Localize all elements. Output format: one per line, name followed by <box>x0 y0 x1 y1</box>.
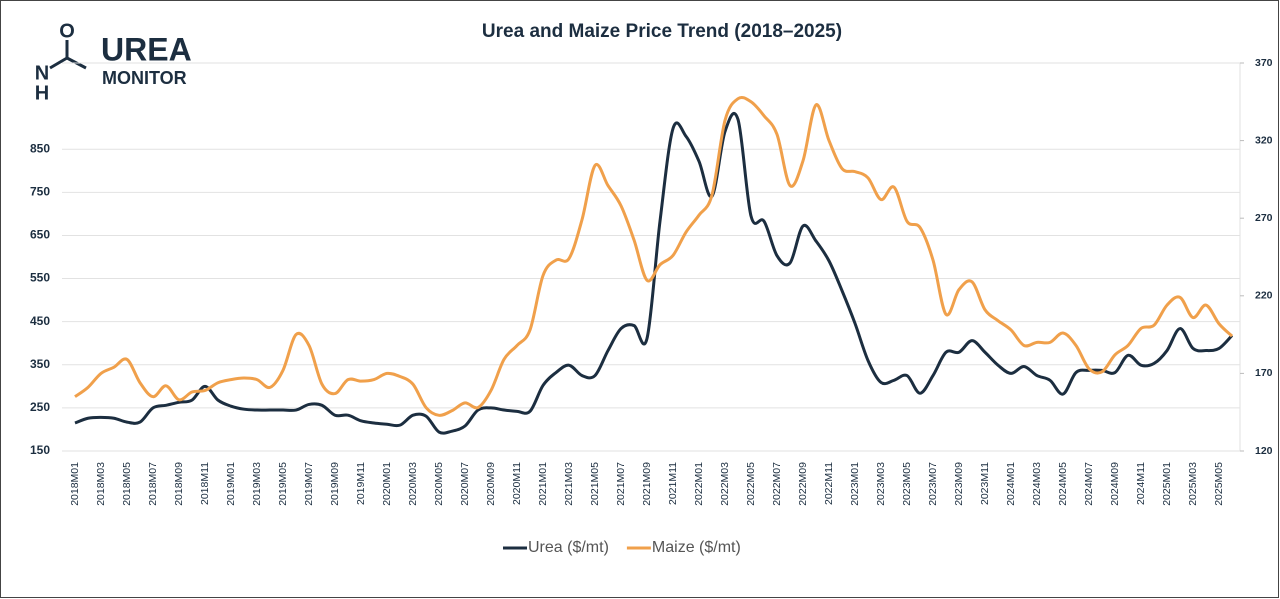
x-tick-label: 2022M05 <box>745 462 757 506</box>
y-tick-label: 750 <box>30 185 50 199</box>
y2-tick-label: 170 <box>1255 367 1273 379</box>
x-tick-label: 2022M07 <box>771 462 783 506</box>
y2-tick-label: 220 <box>1255 290 1273 302</box>
x-tick-label: 2021M05 <box>589 462 601 506</box>
chart-title: Urea and Maize Price Trend (2018–2025) <box>482 21 842 42</box>
legend-label: Urea ($/mt) <box>528 539 609 556</box>
x-tick-label: 2020M01 <box>381 462 393 506</box>
y2-tick-label: 370 <box>1255 57 1273 69</box>
logo-bond <box>49 56 68 70</box>
y-tick-label: 850 <box>30 141 50 155</box>
x-tick-label: 2023M07 <box>927 462 939 506</box>
x-tick-label: 2020M07 <box>459 462 471 506</box>
x-tick-label: 2021M01 <box>537 462 549 506</box>
x-tick-label: 2018M01 <box>69 462 81 506</box>
y-tick-label: 150 <box>30 443 50 457</box>
x-tick-label: 2024M01 <box>1005 462 1017 506</box>
x-tick-label: 2025M05 <box>1213 462 1225 506</box>
logo-atom: O <box>59 20 75 42</box>
y-tick-label: 350 <box>30 357 50 371</box>
x-tick-label: 2019M07 <box>303 462 315 506</box>
x-tick-label: 2024M05 <box>1057 462 1069 506</box>
logo-title: UREA <box>101 31 192 67</box>
x-tick-label: 2023M01 <box>849 462 861 506</box>
x-tick-label: 2021M11 <box>667 462 679 505</box>
x-tick-label: 2025M01 <box>1161 462 1173 506</box>
x-tick-label: 2022M01 <box>693 462 705 506</box>
y-tick-label: 450 <box>30 314 50 328</box>
x-tick-label: 2021M09 <box>641 462 653 506</box>
x-tick-label: 2022M09 <box>797 462 809 506</box>
logo-subtitle: MONITOR <box>102 68 187 88</box>
series-line <box>74 95 1234 417</box>
x-tick-label: 2022M11 <box>823 462 835 505</box>
x-tick-label: 2023M03 <box>875 462 887 506</box>
x-tick-label: 2020M05 <box>433 462 445 506</box>
x-tick-label: 2025M03 <box>1187 462 1199 506</box>
x-tick-label: 2023M09 <box>953 462 965 506</box>
x-tick-label: 2018M09 <box>173 462 185 506</box>
x-tick-label: 2019M05 <box>277 462 289 506</box>
x-tick-label: 2024M09 <box>1109 462 1121 506</box>
x-tick-label: 2021M03 <box>563 462 575 506</box>
logo: O N H UREA MONITOR <box>35 20 192 104</box>
y-tick-label: 250 <box>30 400 50 414</box>
x-tick-label: 2018M05 <box>121 462 133 506</box>
x-tick-label: 2023M05 <box>901 462 913 506</box>
y2-tick-label: 120 <box>1255 445 1273 457</box>
y2-tick-label: 320 <box>1255 134 1273 146</box>
x-tick-label: 2018M07 <box>147 462 159 506</box>
x-tick-label: 2020M09 <box>485 462 497 506</box>
y-tick-label: 650 <box>30 228 50 242</box>
x-tick-label: 2020M03 <box>407 462 419 506</box>
x-tick-label: 2021M07 <box>615 462 627 506</box>
x-tick-label: 2018M11 <box>199 462 211 505</box>
x-tick-label: 2024M07 <box>1083 462 1095 506</box>
x-tick-label: 2022M03 <box>719 462 731 506</box>
x-tick-label: 2024M03 <box>1031 462 1043 506</box>
y2-tick-label: 270 <box>1255 212 1273 224</box>
x-tick-label: 2019M03 <box>251 462 263 506</box>
x-tick-label: 2019M09 <box>329 462 341 506</box>
x-tick-label: 2023M11 <box>979 462 991 505</box>
series-line <box>74 112 1234 435</box>
y-tick-label: 550 <box>30 271 50 285</box>
x-tick-label: 2020M11 <box>511 462 523 505</box>
x-tick-label: 2019M11 <box>355 462 367 505</box>
x-tick-label: 2018M03 <box>95 462 107 506</box>
x-tick-label: 2024M11 <box>1135 462 1147 505</box>
logo-atom: N <box>35 62 49 84</box>
logo-atom: H <box>35 82 49 104</box>
legend-label: Maize ($/mt) <box>652 539 741 556</box>
x-tick-label: 2019M01 <box>225 462 237 506</box>
